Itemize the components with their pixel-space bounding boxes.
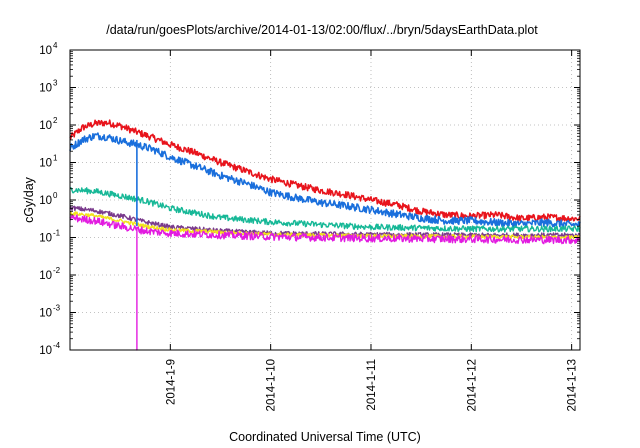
y-tick-label: 10 [39,120,52,132]
y-tick-exponent: 4 [53,41,58,50]
y-tick-exponent: -3 [53,304,61,313]
series-line [70,187,581,233]
y-tick-label: 10 [39,195,52,207]
y-tick-label: 10 [39,345,52,357]
y-tick-label: 10 [39,158,52,170]
series-line [69,119,581,223]
x-axis-ticks: 2014-1-9 2014-1-10 2014-1-11 2014-1-12 2014-… [165,50,579,411]
y-tick-exponent: 3 [53,79,58,88]
y-axis-label: cGy/day [22,176,36,223]
y-tick-label: 10 [39,270,52,282]
series-line [69,211,581,240]
y-tick-exponent: -1 [53,229,61,238]
series-line [69,132,581,229]
x-tick-label: 2014-1-9 [165,359,177,405]
y-tick-exponent: -2 [53,266,61,275]
x-tick-label: 2014-1-13 [567,359,579,411]
y-tick-exponent: 0 [53,191,58,200]
x-tick-label: 2014-1-12 [466,359,478,411]
y-tick-label: 10 [39,308,52,320]
y-tick-label: 10 [39,83,52,95]
y-tick-label: 10 [39,45,52,57]
chart-title: /data/run/goesPlots/archive/2014-01-13/0… [106,23,538,37]
x-tick-label: 2014-1-10 [266,359,278,411]
series-line [69,214,581,351]
y-tick-label: 10 [39,233,52,245]
y-tick-exponent: 1 [53,154,58,163]
series-layer [69,119,581,351]
y-tick-exponent: 2 [53,116,58,125]
x-axis-label: Coordinated Universal Time (UTC) [229,430,421,444]
y-tick-exponent: -4 [53,341,61,350]
series-line [69,205,581,239]
x-tick-label: 2014-1-11 [366,359,378,411]
